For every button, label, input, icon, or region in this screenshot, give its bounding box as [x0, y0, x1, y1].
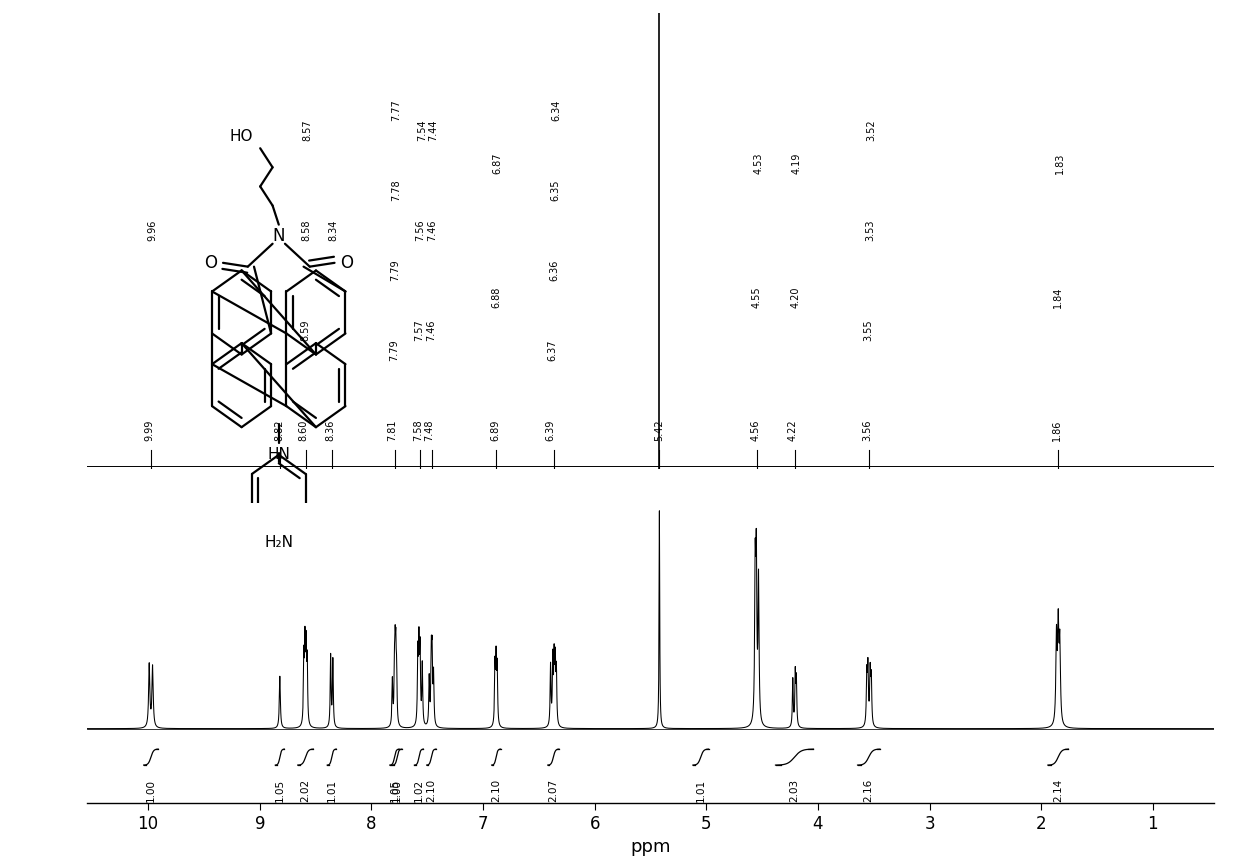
Text: 6.39: 6.39 [545, 420, 555, 441]
Text: 7.48: 7.48 [424, 420, 434, 441]
Text: HN: HN [268, 447, 290, 463]
Text: 4.22: 4.22 [788, 420, 798, 441]
Text: 1.01: 1.01 [327, 779, 337, 802]
Text: 2.02: 2.02 [301, 779, 311, 802]
Text: 8.82: 8.82 [275, 420, 285, 441]
Text: 2.07: 2.07 [549, 779, 559, 802]
Text: 9.99: 9.99 [144, 420, 154, 441]
Text: 9.96: 9.96 [147, 220, 157, 240]
Text: 8.59: 8.59 [300, 319, 310, 341]
Text: 7.78: 7.78 [390, 179, 401, 201]
Text: 7.54: 7.54 [418, 119, 427, 141]
Text: H₂N: H₂N [264, 536, 294, 550]
Text: 3.52: 3.52 [866, 119, 876, 141]
Text: 1.05: 1.05 [389, 779, 399, 802]
Text: 5.42: 5.42 [654, 420, 664, 441]
Text: 4.53: 4.53 [753, 153, 763, 174]
Text: 4.19: 4.19 [792, 153, 802, 174]
Text: 7.81: 7.81 [388, 420, 398, 441]
Text: 3.53: 3.53 [865, 220, 875, 240]
Text: 2.03: 2.03 [789, 779, 799, 802]
Text: O: O [204, 253, 217, 272]
Text: 7.46: 7.46 [426, 319, 436, 341]
Text: 1.00: 1.00 [146, 779, 156, 802]
Text: 4.20: 4.20 [790, 286, 800, 307]
Text: 6.35: 6.35 [550, 180, 560, 201]
Text: 2.14: 2.14 [1053, 779, 1063, 802]
Text: 1.84: 1.84 [1053, 286, 1063, 307]
Text: 8.60: 8.60 [299, 420, 309, 441]
Text: 1.05: 1.05 [275, 779, 285, 802]
Text: 7.44: 7.44 [429, 119, 439, 141]
Text: 3.56: 3.56 [862, 420, 872, 441]
Text: 7.57: 7.57 [414, 319, 424, 341]
Text: 8.36: 8.36 [326, 420, 336, 441]
Text: 1.01: 1.01 [696, 779, 706, 802]
Text: HO: HO [230, 129, 253, 144]
Text: 6.89: 6.89 [489, 420, 501, 441]
Text: 7.46: 7.46 [427, 220, 437, 240]
Text: 7.77: 7.77 [392, 99, 401, 121]
Text: 7.79: 7.79 [390, 260, 400, 281]
Text: 6.87: 6.87 [492, 153, 502, 174]
X-axis label: ppm: ppm [631, 838, 670, 856]
Text: 8.57: 8.57 [302, 119, 312, 141]
Text: 7.56: 7.56 [415, 220, 425, 240]
Text: 1.86: 1.86 [1052, 420, 1062, 441]
Text: 2.16: 2.16 [864, 779, 873, 802]
Text: 3.55: 3.55 [862, 319, 873, 341]
Text: 2.10: 2.10 [426, 779, 436, 802]
Text: 1.83: 1.83 [1054, 153, 1064, 174]
Text: 4.56: 4.56 [750, 420, 761, 441]
Text: 8.34: 8.34 [328, 220, 338, 240]
Text: 6.37: 6.37 [548, 339, 558, 361]
Text: 1.00: 1.00 [393, 779, 403, 802]
Text: 6.36: 6.36 [549, 260, 559, 281]
Text: 6.34: 6.34 [551, 99, 561, 121]
Text: 7.79: 7.79 [389, 339, 399, 361]
Text: 1.02: 1.02 [414, 779, 424, 802]
Text: 4.55: 4.55 [751, 286, 761, 307]
Text: N: N [273, 227, 285, 245]
Text: 7.58: 7.58 [413, 420, 422, 441]
Text: 8.58: 8.58 [301, 220, 311, 240]
Text: 6.88: 6.88 [491, 286, 501, 307]
Text: O: O [341, 253, 353, 272]
Text: 2.10: 2.10 [491, 779, 501, 802]
